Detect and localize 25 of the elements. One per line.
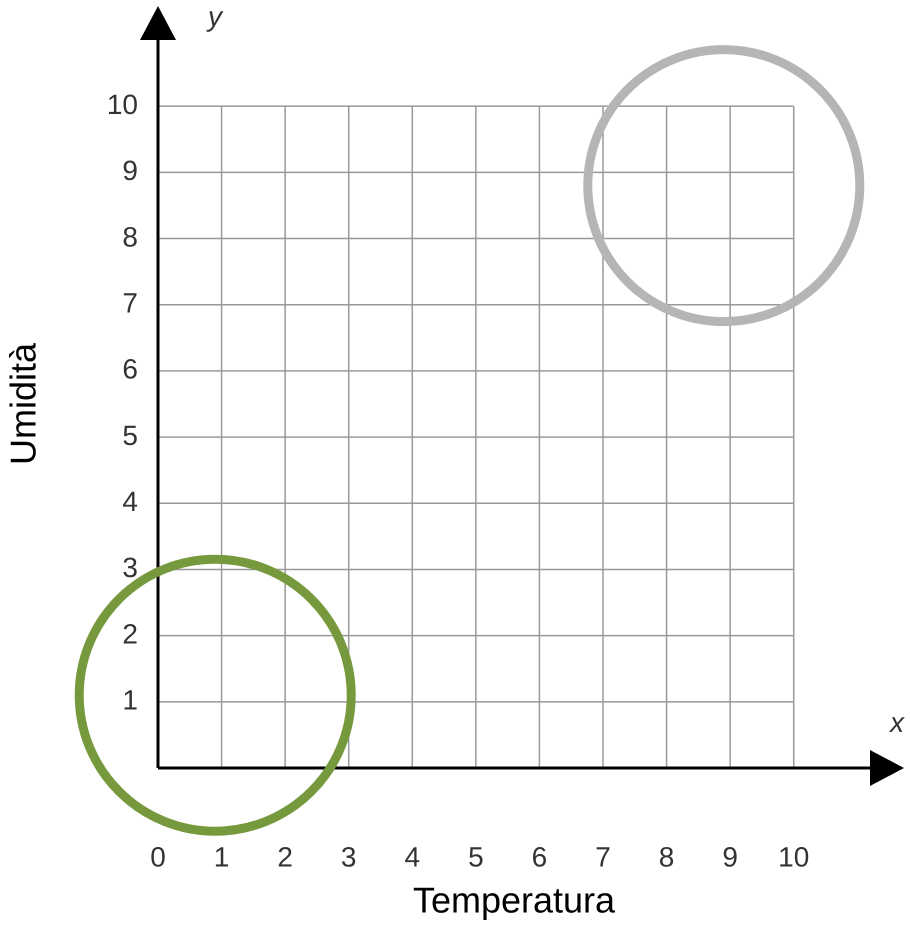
x-tick-label: 6	[532, 842, 548, 873]
x-tick-label: 2	[277, 842, 293, 873]
y-axis-title: Umidità	[2, 342, 44, 466]
x-tick-label: 8	[658, 842, 674, 873]
x-tick-label: 4	[404, 842, 420, 873]
y-tick-label: 1	[122, 684, 138, 716]
y-tick-label: 9	[122, 155, 138, 186]
x-tick-label: 5	[468, 842, 484, 873]
x-tick-label: 7	[595, 842, 611, 873]
x-tick-label: 10	[778, 842, 810, 873]
y-tick-label: 8	[122, 221, 138, 252]
x-tick-label: 1	[214, 842, 230, 873]
y-tick-label: 3	[122, 552, 138, 584]
x-tick-label: 0	[150, 842, 166, 873]
y-tick-label: 6	[122, 354, 138, 385]
text: y	[206, 0, 224, 32]
x-tick-label: 3	[340, 842, 357, 873]
y-tick-label: 10	[106, 88, 138, 120]
text: x	[888, 706, 905, 738]
x-tick-label: 9	[722, 842, 738, 873]
y-tick-label: 7	[122, 287, 138, 318]
y-tick-label: 4	[122, 486, 138, 517]
x-axis-title: Temperatura	[412, 879, 616, 920]
y-tick-label: 5	[122, 420, 138, 451]
y-tick-label: 2	[122, 618, 138, 650]
